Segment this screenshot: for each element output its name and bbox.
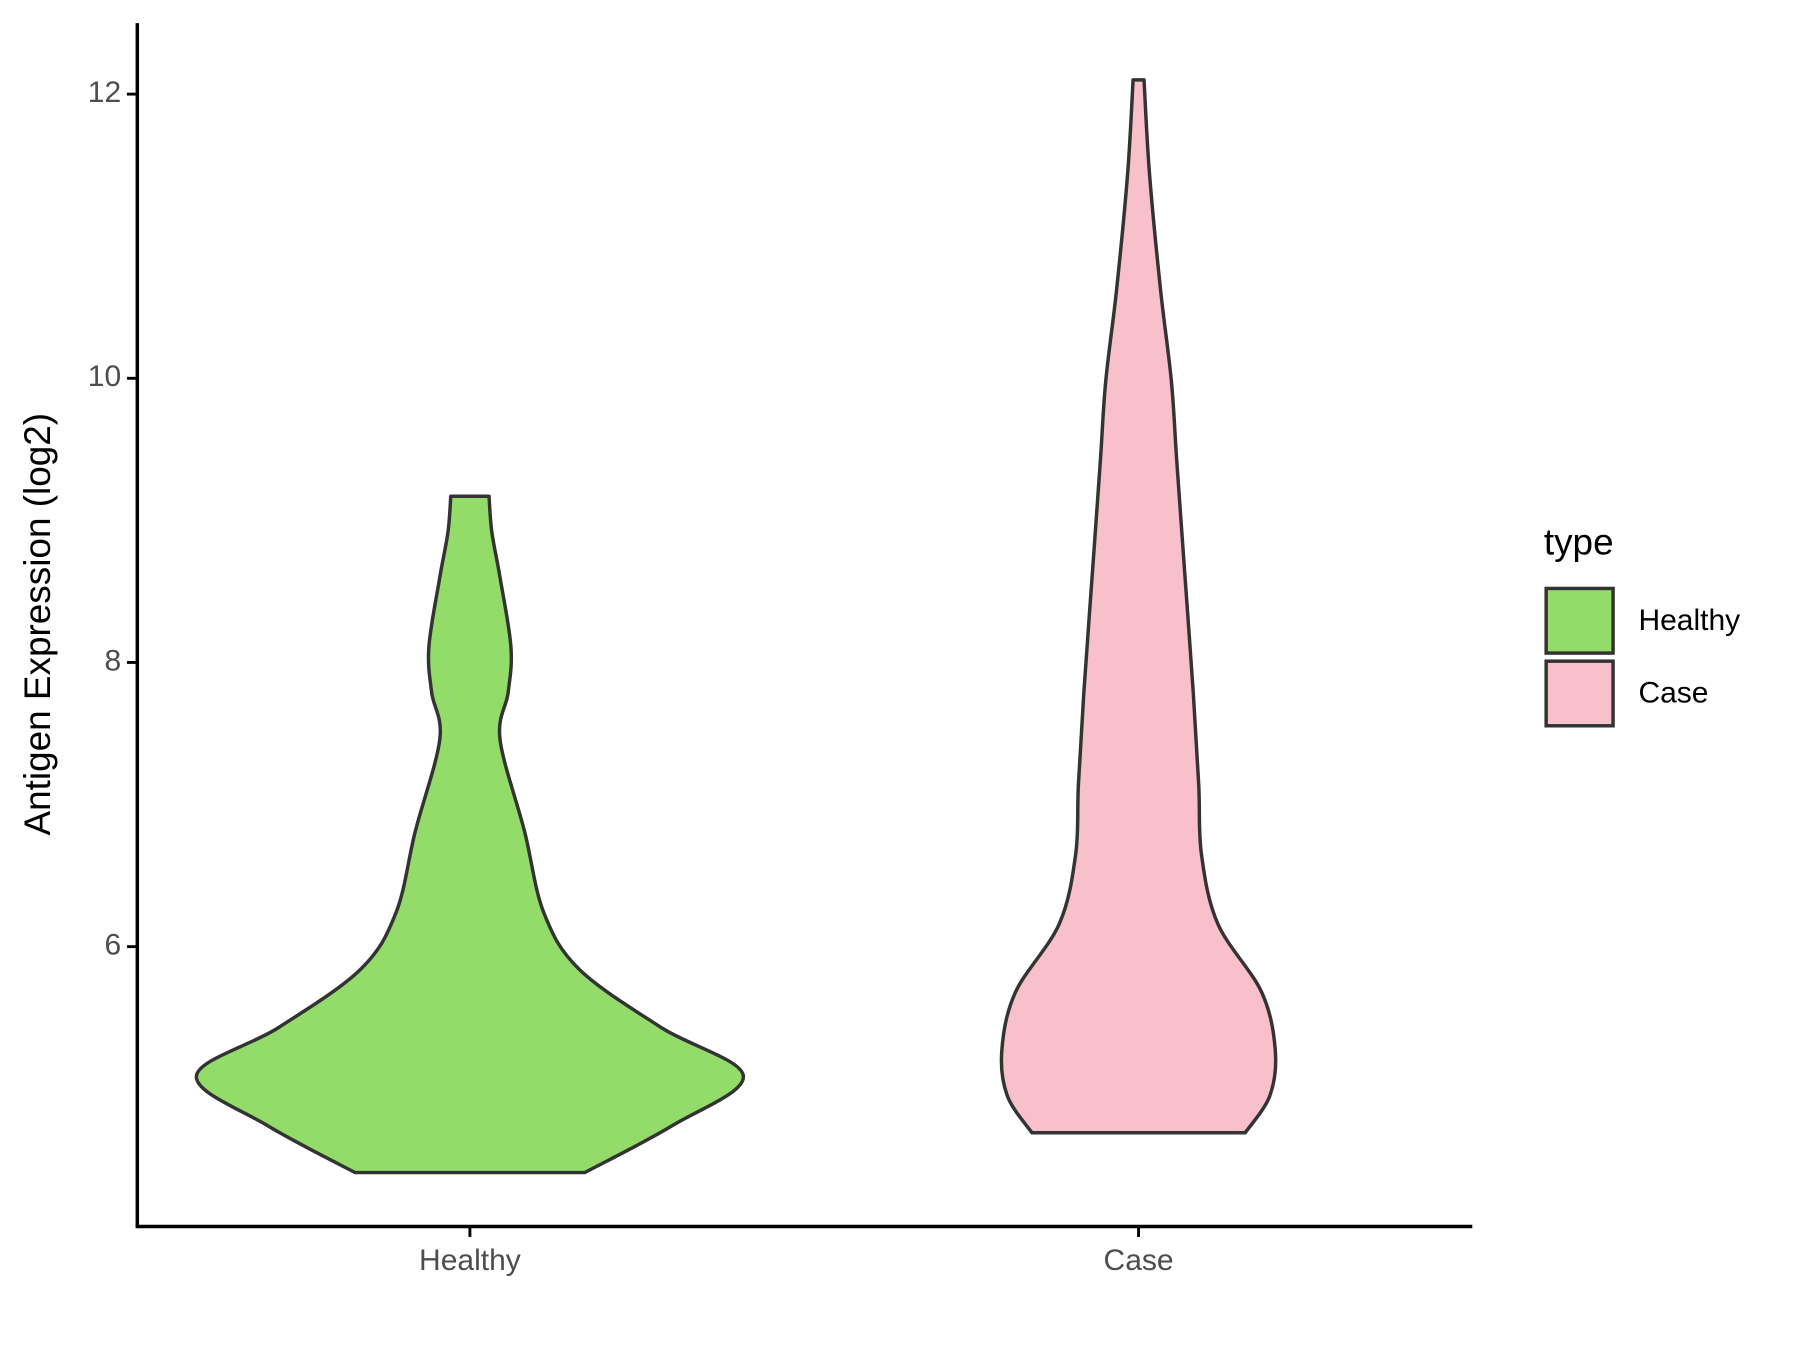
legend-label: Case	[1638, 677, 1708, 710]
legend-key	[1544, 586, 1615, 655]
y-tick-label: 10	[88, 360, 121, 393]
legend-label: Healthy	[1638, 604, 1740, 637]
violin	[999, 78, 1278, 1135]
y-axis-title: Antigen Expression (log2)	[17, 413, 58, 836]
y-tick-label: 12	[88, 76, 121, 109]
x-tick-label: Case	[1104, 1244, 1174, 1277]
y-tick-label: 6	[104, 929, 121, 962]
y-tick-label: 8	[104, 644, 121, 677]
x-tick-label: Healthy	[419, 1244, 521, 1277]
legend-key	[1544, 659, 1615, 728]
legend-title: type	[1544, 521, 1614, 562]
violin	[194, 494, 746, 1175]
